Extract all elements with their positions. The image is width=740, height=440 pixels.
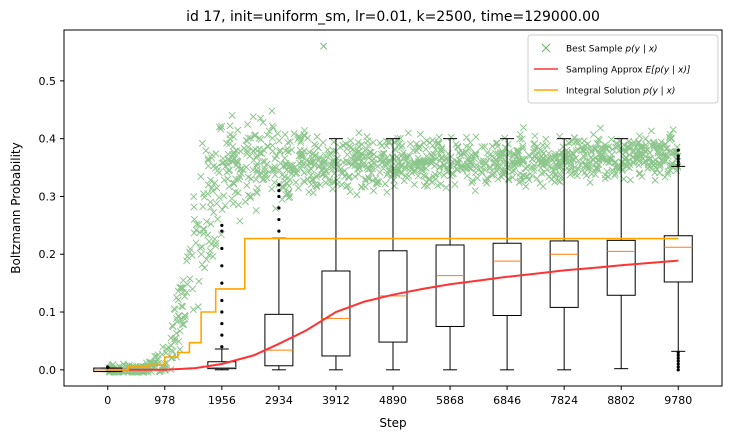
chart-title: id 17, init=uniform_sm, lr=0.01, k=2500,… xyxy=(186,9,600,25)
box-flier xyxy=(220,333,224,337)
x-tick-label: 7824 xyxy=(550,394,578,407)
legend-label: Sampling Approx E[p(y | x)] xyxy=(566,66,691,76)
y-tick-label: 0.4 xyxy=(39,133,57,146)
y-tick-label: 0.5 xyxy=(39,75,57,88)
boxplot xyxy=(207,223,237,371)
box-flier xyxy=(277,194,281,199)
legend-entry: Integral Solution p(y | x) xyxy=(534,87,675,97)
box-flier xyxy=(676,362,680,366)
box-flier xyxy=(277,229,281,233)
box-flier xyxy=(277,206,281,210)
legend-entry: Best Sample p(y | x) xyxy=(541,43,658,55)
boxplot xyxy=(606,138,636,370)
box-flier xyxy=(220,281,224,285)
y-axis-label: Boltzmann Probability xyxy=(9,142,23,273)
scatter-max-point xyxy=(320,42,328,50)
legend-entry: Sampling Approx E[p(y | x)] xyxy=(534,66,691,76)
box-flier xyxy=(220,298,224,303)
boxplot-group xyxy=(93,138,693,373)
box-flier xyxy=(676,368,680,372)
y-tick-label: 0.0 xyxy=(39,364,57,377)
legend-box xyxy=(527,34,719,104)
y-tick-label: 0.1 xyxy=(39,306,57,319)
boxplot xyxy=(663,148,693,372)
box-flier xyxy=(220,246,224,251)
box-flier xyxy=(676,157,680,161)
x-tick-label: 0 xyxy=(104,394,111,407)
sampling-approx-line xyxy=(107,259,679,371)
x-tick-label: 8802 xyxy=(607,394,635,407)
box-flier xyxy=(220,321,224,326)
box-flier xyxy=(220,223,224,227)
line-series-group xyxy=(107,237,679,371)
box-flier xyxy=(106,365,110,369)
box-flier xyxy=(676,356,680,360)
x-tick-label: 3912 xyxy=(322,394,350,407)
boxplot xyxy=(549,138,579,371)
box-flier xyxy=(277,183,281,187)
box-body xyxy=(321,270,351,357)
legend-label: Integral Solution p(y | x) xyxy=(566,87,675,97)
box-flier xyxy=(277,189,281,193)
boxplot xyxy=(321,138,351,371)
integral-solution-line xyxy=(107,237,679,371)
box-flier xyxy=(220,345,224,349)
box-flier xyxy=(277,217,281,222)
x-tick-label: 2934 xyxy=(265,394,293,407)
box-flier xyxy=(676,353,680,357)
scatter-series xyxy=(105,42,682,376)
box-flier xyxy=(220,264,224,268)
scatter-points xyxy=(105,107,682,376)
box-body xyxy=(606,239,636,296)
y-tick-label: 0.2 xyxy=(39,248,57,261)
x-tick-label: 4890 xyxy=(379,394,407,407)
box-flier xyxy=(676,154,680,158)
box-body xyxy=(264,313,294,367)
x-tick-label: 5868 xyxy=(436,394,464,407)
x-tick-label: 1956 xyxy=(208,394,236,407)
box-flier xyxy=(676,148,680,152)
boxplot xyxy=(378,138,408,371)
axes: 0 978 1956 2934 3912 4890 5868 6846 7824 8802 9780… xyxy=(39,29,723,407)
box-body xyxy=(549,240,579,308)
box-body xyxy=(378,250,408,343)
box-flier xyxy=(220,310,224,314)
x-tick-label: 978 xyxy=(154,394,175,407)
box-flier xyxy=(676,365,680,369)
x-tick-label: 9780 xyxy=(664,394,692,407)
legend: Best Sample p(y | x) Sampling Approx E[p(… xyxy=(527,34,719,104)
legend-label: Best Sample p(y | x) xyxy=(566,45,658,55)
boxplot xyxy=(435,138,465,371)
box-body xyxy=(663,235,693,283)
x-tick-label: 6846 xyxy=(493,394,521,407)
box-flier xyxy=(676,163,680,167)
legend-marker xyxy=(541,43,551,53)
box-flier xyxy=(676,350,680,355)
box-flier xyxy=(676,160,680,164)
box-flier xyxy=(220,229,224,233)
y-tick-label: 0.3 xyxy=(39,190,57,203)
x-axis-label: Step xyxy=(379,416,406,430)
box-body xyxy=(492,242,522,316)
box-flier xyxy=(676,359,680,363)
